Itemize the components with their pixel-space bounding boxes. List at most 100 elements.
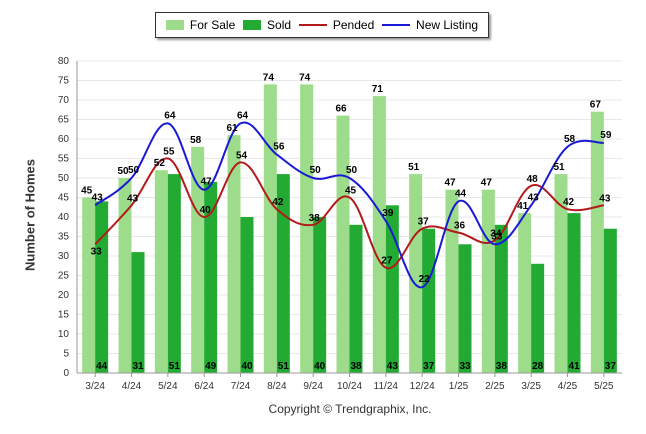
x-tick-label: 5/25: [594, 381, 614, 392]
x-tick-label: 4/24: [122, 381, 142, 392]
y-tick-label: 50: [58, 173, 70, 184]
pended-value-label: 42: [563, 197, 575, 208]
new-listing-value-label: 64: [164, 110, 176, 121]
bar-sold: [95, 201, 109, 373]
sold-value-label: 37: [605, 361, 617, 372]
bar-for-sale: [191, 146, 205, 373]
bar-sold: [385, 205, 399, 373]
lines: [94, 121, 604, 289]
legend: For Sale Sold Pended New Listing: [155, 12, 489, 38]
sold-value-label: 51: [278, 361, 290, 372]
bar-for-sale: [481, 189, 495, 373]
new-listing-value-label: 64: [237, 110, 249, 121]
sold-swatch-icon: [243, 20, 262, 30]
pended-value-label: 48: [527, 174, 539, 185]
y-tick-label: 5: [63, 349, 69, 360]
sold-value-label: 33: [459, 361, 471, 372]
new-listing-value-label: 58: [564, 134, 576, 145]
sold-value-label: 38: [350, 361, 362, 372]
pended-value-label: 33: [91, 246, 103, 257]
for-sale-value-label: 52: [154, 158, 166, 169]
sold-value-label: 38: [496, 361, 508, 372]
legend-item-for-sale[interactable]: For Sale: [165, 18, 236, 32]
sold-value-label: 49: [205, 361, 217, 372]
x-tick-label: 10/24: [337, 381, 362, 392]
for-sale-value-label: 74: [263, 72, 275, 83]
x-tick-label: 6/24: [194, 381, 214, 392]
for-sale-value-label: 50: [117, 166, 129, 177]
y-tick-label: 70: [58, 95, 70, 106]
y-tick-label: 15: [58, 310, 70, 321]
y-tick-label: 10: [58, 329, 70, 340]
x-tick-label: 5/24: [158, 381, 178, 392]
sold-value-label: 51: [169, 361, 181, 372]
pended-line: [94, 157, 604, 270]
data-labels: 45 44 33 43 50 31 43 50 52 51 55 64 58 49 40 47 61 40 54 64…: [81, 72, 616, 372]
bar-sold: [603, 228, 617, 373]
new-listing-value-label: 50: [310, 165, 322, 176]
bar-sold: [313, 217, 327, 373]
x-tick-label: 12/24: [410, 381, 435, 392]
x-tick-label: 3/25: [521, 381, 541, 392]
sold-value-label: 31: [132, 361, 144, 372]
legend-item-new-listing[interactable]: New Listing: [382, 18, 478, 32]
sold-value-label: 44: [96, 361, 108, 372]
new-listing-value-label: 43: [528, 192, 540, 203]
for-sale-value-label: 74: [299, 72, 311, 83]
sold-value-label: 40: [241, 361, 253, 372]
y-axis-title: Number of Homes: [22, 159, 38, 271]
pended-value-label: 36: [454, 221, 466, 232]
sold-value-label: 28: [532, 361, 544, 372]
new-listing-value-label: 50: [128, 165, 140, 176]
x-tick-label: 7/24: [231, 381, 251, 392]
legend-label-for-sale: For Sale: [189, 18, 236, 32]
new-listing-value-label: 47: [201, 177, 213, 188]
for-sale-value-label: 51: [408, 162, 420, 173]
bar-sold: [458, 244, 472, 373]
new-listing-value-label: 43: [92, 192, 104, 203]
bar-for-sale: [154, 170, 168, 373]
for-sale-value-label: 61: [226, 123, 238, 134]
bar-for-sale: [82, 197, 96, 373]
bar-sold: [422, 228, 436, 373]
new-listing-value-label: 44: [455, 188, 467, 199]
x-tick-label: 9/24: [303, 381, 323, 392]
bar-for-sale: [336, 115, 350, 373]
x-tick-label: 8/24: [267, 381, 287, 392]
sold-value-label: 43: [387, 361, 399, 372]
x-tick-label: 3/24: [85, 381, 105, 392]
bar-sold: [204, 181, 218, 373]
bar-for-sale: [372, 96, 386, 373]
bar-sold: [494, 224, 508, 373]
pended-value-label: 54: [236, 150, 248, 161]
bar-for-sale: [300, 84, 314, 374]
pended-value-label: 40: [200, 205, 212, 216]
legend-item-sold[interactable]: Sold: [243, 18, 291, 32]
y-tick-label: 75: [58, 76, 70, 87]
y-tick-label: 0: [63, 368, 69, 379]
pended-value-label: 42: [272, 197, 284, 208]
sold-value-label: 40: [314, 361, 326, 372]
legend-label-new-listing: New Listing: [416, 18, 479, 32]
bars: [82, 84, 617, 374]
y-tick-label: 20: [58, 290, 70, 301]
bar-for-sale: [445, 189, 459, 373]
bar-for-sale: [227, 135, 241, 373]
bar-sold: [567, 213, 581, 373]
for-sale-value-label: 51: [553, 162, 565, 173]
legend-item-pended[interactable]: Pended: [298, 18, 374, 32]
pended-value-label: 34: [490, 228, 502, 239]
for-sale-value-label: 47: [444, 178, 456, 189]
y-tick-label: 25: [58, 271, 70, 282]
y-tick-label: 35: [58, 232, 70, 243]
bar-sold: [349, 224, 363, 373]
x-axis: 3/24 4/24 5/24 6/24 7/24 8/24 9/24 10/24 11/24 12…: [77, 372, 622, 392]
bar-for-sale: [263, 84, 277, 374]
bar-for-sale: [518, 213, 532, 373]
legend-label-sold: Sold: [267, 18, 292, 32]
copyright-text: Copyright © Trendgraphix, Inc.: [268, 402, 432, 416]
bar-sold: [276, 174, 290, 373]
y-tick-label: 80: [58, 56, 70, 67]
y-axis: 0 5 10 15 20 25 30 35 40 45 50 55 60 65 70 75 80: [58, 56, 78, 379]
